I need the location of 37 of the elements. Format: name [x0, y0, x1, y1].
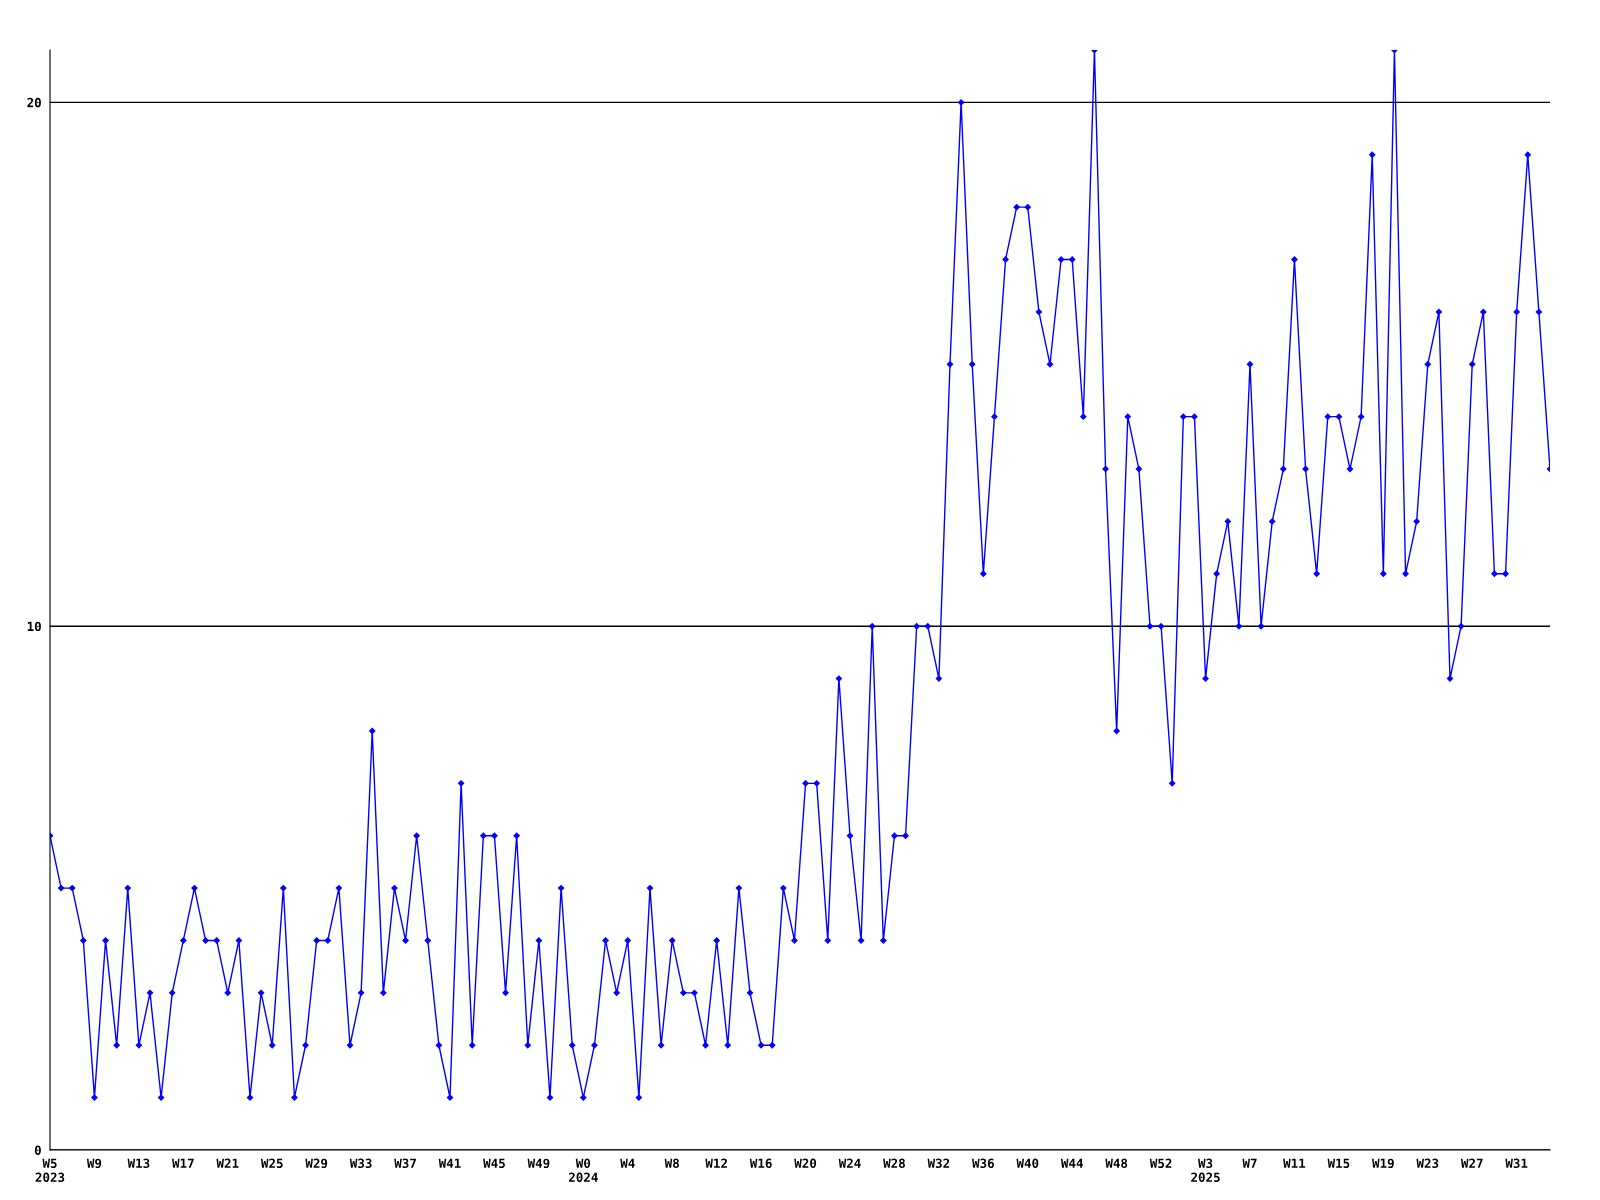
x-tick-label: W37 — [394, 1158, 416, 1169]
x-tick-label: W24 — [838, 1158, 861, 1168]
x-tick-label: W31 — [1505, 1158, 1528, 1169]
x-tick-label: W44 — [1060, 1158, 1083, 1168]
y-tick-label: 10 — [27, 621, 41, 632]
x-tick-label: W40 — [1016, 1158, 1039, 1169]
x-tick-label: W28 — [883, 1158, 905, 1169]
y-tick-label: 0 — [34, 1145, 41, 1155]
x-tick-label: W3 2025 — [1191, 1158, 1220, 1183]
x-tick-label: W9 — [86, 1158, 102, 1169]
x-tick-label: W5 2023 — [35, 1158, 65, 1183]
x-tick-label: W36 — [972, 1158, 994, 1169]
x-tick-label: W21 — [216, 1158, 239, 1168]
x-tick-label: W15 — [1327, 1158, 1350, 1169]
x-tick-label: W25 — [260, 1158, 283, 1169]
x-tick-label: W32 — [927, 1158, 950, 1169]
x-tick-label: W11 — [1283, 1158, 1306, 1168]
x-tick-label: W45 — [483, 1158, 505, 1169]
x-tick-label: W8 — [664, 1158, 679, 1169]
x-tick-label: W48 — [1105, 1158, 1128, 1169]
x-tick-label: W7 — [1242, 1158, 1257, 1168]
x-tick-label: W0 2024 — [568, 1158, 598, 1183]
x-tick-label: W29 — [305, 1158, 328, 1169]
x-tick-label: W19 — [1372, 1158, 1394, 1169]
x-tick-label: W41 — [438, 1158, 461, 1168]
x-tick-label: W33 — [349, 1158, 372, 1169]
x-tick-label: W23 — [1416, 1158, 1439, 1169]
x-tick-label: W52 — [1149, 1158, 1172, 1169]
x-tick-label: W20 — [794, 1158, 817, 1169]
x-tick-label: W27 — [1460, 1158, 1483, 1168]
x-tick-label: W17 — [172, 1158, 194, 1168]
x-tick-label: W16 — [749, 1158, 772, 1169]
x-tick-label: W49 — [527, 1158, 550, 1169]
x-tick-label: W4 — [620, 1158, 635, 1168]
x-tick-label: W13 — [127, 1158, 150, 1169]
y-tick-label: 20 — [27, 97, 41, 108]
x-tick-label: W12 — [705, 1158, 727, 1168]
